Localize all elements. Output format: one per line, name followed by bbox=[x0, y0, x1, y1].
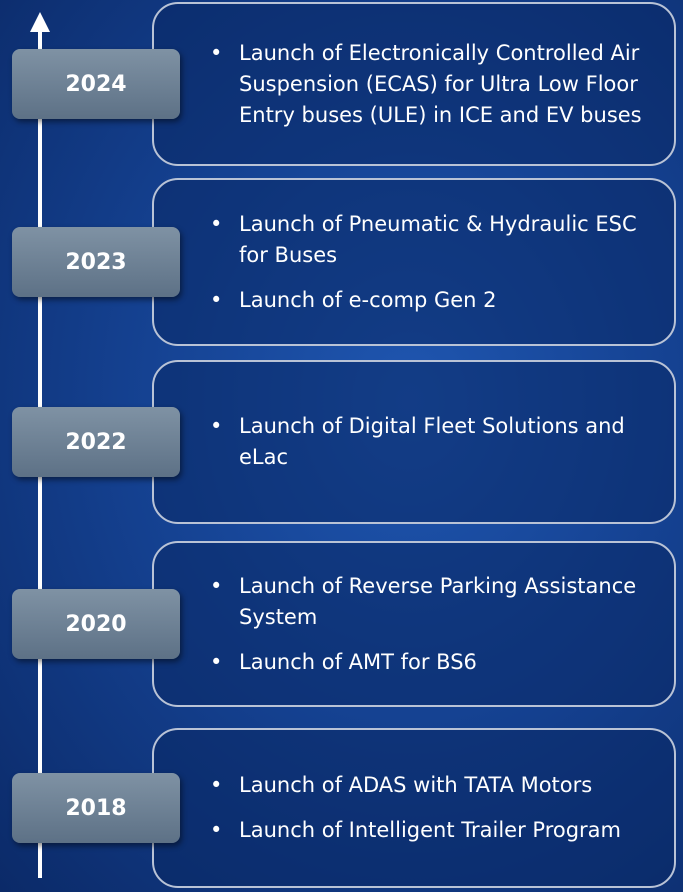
milestone-item: Launch of Digital Fleet Solutions and eL… bbox=[210, 411, 660, 473]
milestone-card: Launch of ADAS with TATA Motors Launch of… bbox=[152, 728, 676, 888]
milestone-card: Launch of Pneumatic & Hydraulic ESC for … bbox=[152, 178, 676, 346]
year-label: 2023 bbox=[12, 227, 180, 297]
milestone-item: Launch of Pneumatic & Hydraulic ESC for … bbox=[210, 209, 660, 271]
year-label: 2018 bbox=[12, 773, 180, 843]
milestone-card: Launch of Electronically Controlled Air … bbox=[152, 2, 676, 166]
year-label: 2020 bbox=[12, 589, 180, 659]
milestone-item: Launch of AMT for BS6 bbox=[210, 647, 660, 678]
milestone-item: Launch of ADAS with TATA Motors bbox=[210, 770, 660, 801]
milestone-item: Launch of Intelligent Trailer Program bbox=[210, 815, 660, 846]
milestone-item: Launch of Reverse Parking Assistance Sys… bbox=[210, 571, 660, 633]
milestone-item: Launch of Electronically Controlled Air … bbox=[210, 38, 660, 131]
year-label: 2024 bbox=[12, 49, 180, 119]
year-label: 2022 bbox=[12, 407, 180, 477]
milestone-item: Launch of e-comp Gen 2 bbox=[210, 285, 660, 316]
timeline-arrow bbox=[30, 12, 50, 32]
milestone-card: Launch of Reverse Parking Assistance Sys… bbox=[152, 541, 676, 707]
milestone-card: Launch of Digital Fleet Solutions and eL… bbox=[152, 360, 676, 524]
